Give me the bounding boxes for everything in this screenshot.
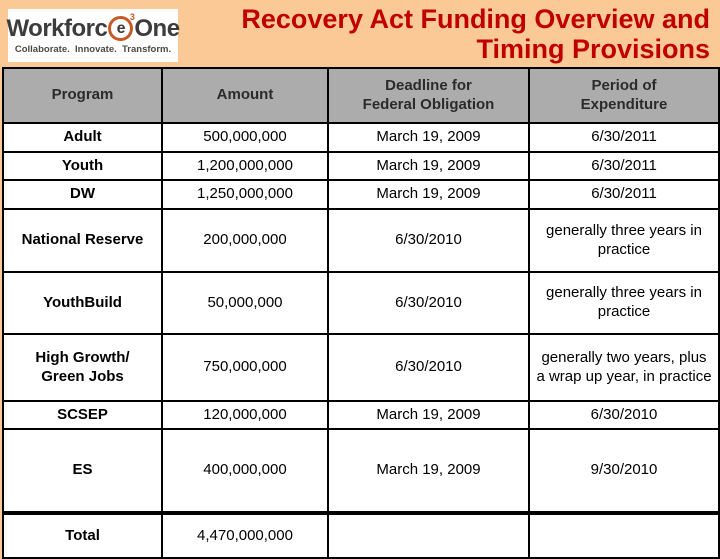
logo-text-right: One <box>134 14 180 42</box>
table-row-total: Total 4,470,000,000 <box>2 511 720 559</box>
cell-program: DW <box>2 179 163 210</box>
cell-program: YouthBuild <box>2 271 163 335</box>
slide-title: Recovery Act Funding Overview and Timing… <box>241 4 710 65</box>
cell-program: Adult <box>2 122 163 153</box>
table-row: National Reserve 200,000,000 6/30/2010 g… <box>2 208 720 273</box>
cell-program: High Growth/ Green Jobs <box>2 333 163 402</box>
cell-period: 6/30/2010 <box>528 400 720 430</box>
cell-period: generally two years, plus a wrap up year… <box>528 333 720 402</box>
cell-program: ES <box>2 428 163 514</box>
cell-amount: 1,200,000,000 <box>161 151 329 181</box>
logo-text-left: Workforc <box>6 14 108 42</box>
table-row: SCSEP 120,000,000 March 19, 2009 6/30/20… <box>2 400 720 430</box>
cell-amount: 500,000,000 <box>161 122 329 153</box>
cell-period: generally three years in practice <box>528 208 720 273</box>
cell-program: Total <box>2 511 163 559</box>
cell-period: 9/30/2010 <box>528 428 720 514</box>
cell-program: SCSEP <box>2 400 163 430</box>
logo-wordmark: Workforc e 3 One <box>6 12 180 42</box>
cell-deadline: 6/30/2010 <box>327 333 530 402</box>
logo-tagline: Collaborate. Innovate. Transform. <box>14 44 172 55</box>
cell-amount: 4,470,000,000 <box>161 511 329 559</box>
cell-period: 6/30/2011 <box>528 151 720 181</box>
cell-deadline: 6/30/2010 <box>327 271 530 335</box>
cell-amount: 50,000,000 <box>161 271 329 335</box>
cell-deadline <box>327 511 530 559</box>
table-header-row: Program Amount Deadline for Federal Obli… <box>2 67 720 124</box>
table-row: Adult 500,000,000 March 19, 2009 6/30/20… <box>2 122 720 153</box>
column-header-program: Program <box>2 67 163 124</box>
header-band: Workforc e 3 One Collaborate. Innovate. Tra… <box>0 0 720 67</box>
table-row: ES 400,000,000 March 19, 2009 9/30/2010 <box>2 428 720 514</box>
cell-period <box>528 511 720 559</box>
cell-amount: 200,000,000 <box>161 208 329 273</box>
cell-amount: 120,000,000 <box>161 400 329 430</box>
column-header-period: Period of Expenditure <box>528 67 720 124</box>
cell-deadline: March 19, 2009 <box>327 179 530 210</box>
column-header-amount: Amount <box>161 67 329 124</box>
cell-deadline: March 19, 2009 <box>327 151 530 181</box>
logo-e-superscript: 3 <box>129 12 135 22</box>
cell-period: 6/30/2011 <box>528 122 720 153</box>
workforce-one-logo: Workforc e 3 One Collaborate. Innovate. Tra… <box>6 9 180 62</box>
cell-program: National Reserve <box>2 208 163 273</box>
cell-deadline: March 19, 2009 <box>327 122 530 153</box>
cell-deadline: March 19, 2009 <box>327 428 530 514</box>
table-row: YouthBuild 50,000,000 6/30/2010 generall… <box>2 271 720 335</box>
cell-deadline: 6/30/2010 <box>327 208 530 273</box>
cell-program: Youth <box>2 151 163 181</box>
cell-period: generally three years in practice <box>528 271 720 335</box>
table-row: High Growth/ Green Jobs 750,000,000 6/30… <box>2 333 720 402</box>
funding-table: Program Amount Deadline for Federal Obli… <box>2 67 720 559</box>
cell-amount: 750,000,000 <box>161 333 329 402</box>
cell-period: 6/30/2011 <box>528 179 720 210</box>
cell-amount: 1,250,000,000 <box>161 179 329 210</box>
logo-e: e <box>116 19 126 37</box>
cell-deadline: March 19, 2009 <box>327 400 530 430</box>
table-row: DW 1,250,000,000 March 19, 2009 6/30/201… <box>2 179 720 210</box>
column-header-deadline: Deadline for Federal Obligation <box>327 67 530 124</box>
table-row: Youth 1,200,000,000 March 19, 2009 6/30/… <box>2 151 720 181</box>
cell-amount: 400,000,000 <box>161 428 329 514</box>
